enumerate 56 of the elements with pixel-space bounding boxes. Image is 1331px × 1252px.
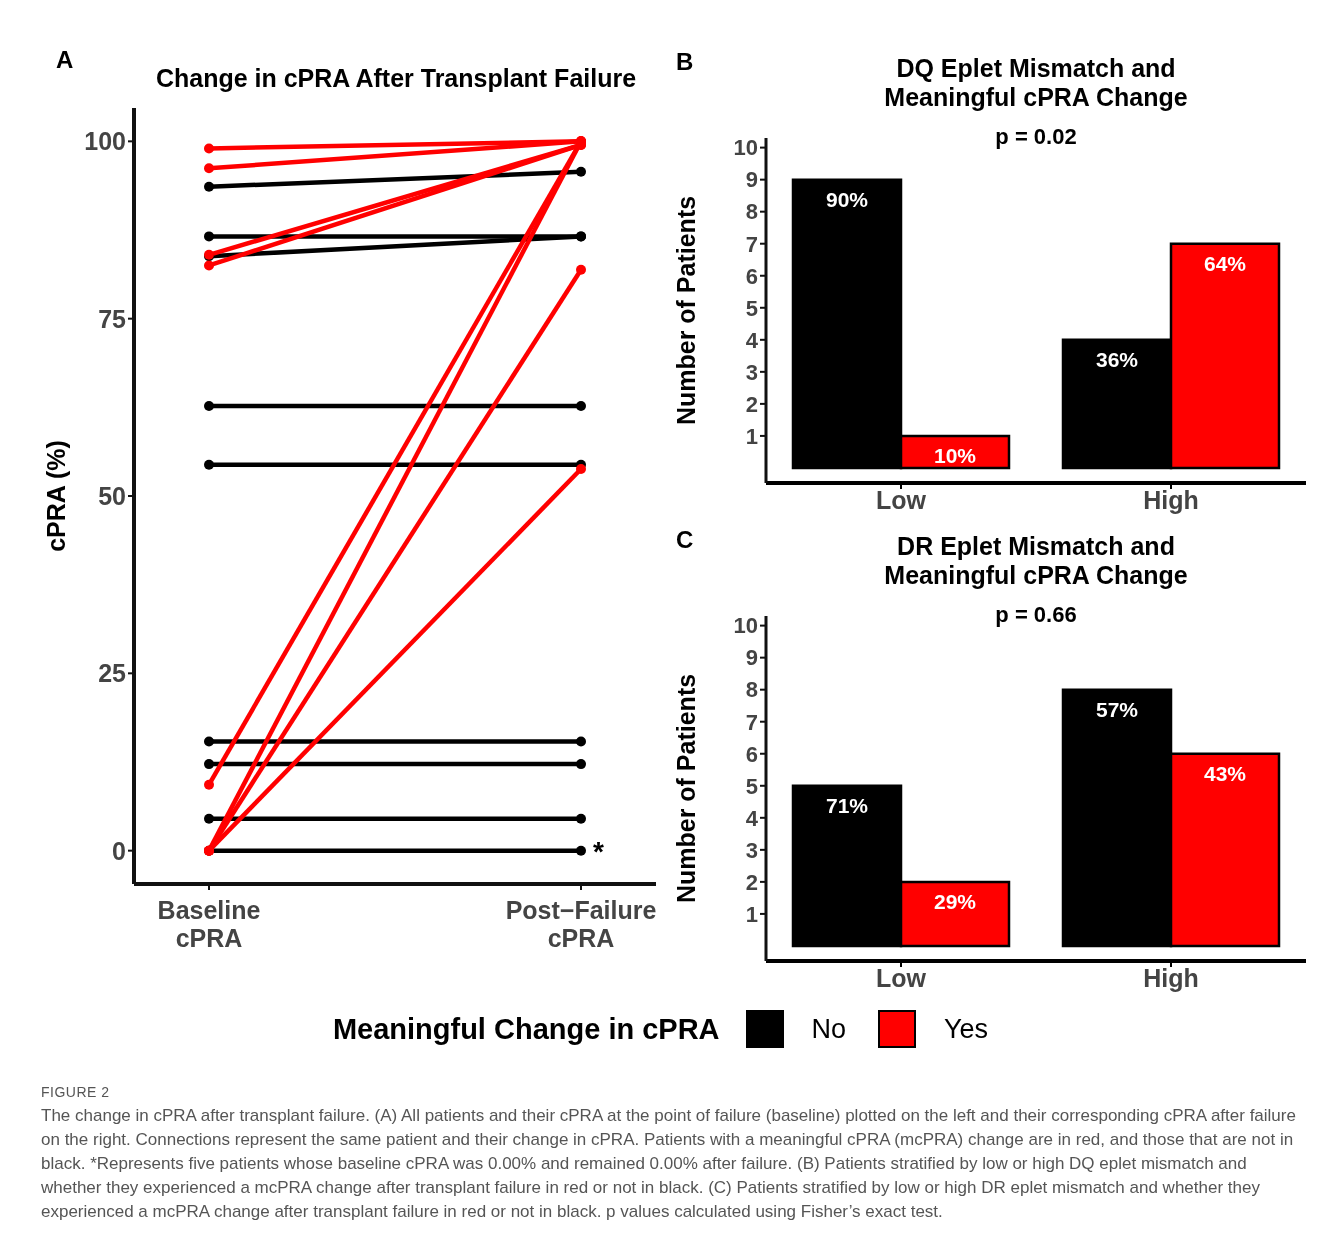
y-axis-title: cPRA (%) — [41, 440, 70, 552]
legend-label: Yes — [944, 1013, 989, 1045]
y-axis-title: Number of Patients — [671, 673, 700, 904]
y-tick-label: 10 — [733, 613, 758, 639]
annotation: 57% — [1095, 697, 1139, 721]
annotation: 64% — [1203, 251, 1247, 275]
chart-title: Change in cPRA After Transplant Failure — [154, 64, 638, 93]
chart-title: DR Eplet Mismatch and Meaningful cPRA Change — [883, 532, 1189, 590]
text: The change in cPRA after transplant failure. (A) All patients and their cPRA at the point of failure (baseline) plotted on the left and their corresponding cPRA after failure on the right. Connections represent the same patient and their change in cPRA. Patients with a meaningful cPRA (mcPRA) change are in red, and those that are not in black. *Represents five patients whose baseline cPRA was 0.00% and remained 0.00% after failure. (B) Patients stratified by low or high DQ eplet mismatch and whether they experienced a mcPRA change after transplant failure in red or not in black. (C) Patients stratified by low or high DR eplet mismatch and whether they experienced a mcPRA change after transplant failure in red or not in black. p values calculated using Fisher’s exact test. — [41, 1105, 1297, 1223]
y-tick-label: 7 — [745, 231, 758, 257]
annotation: p = 0.66 — [994, 602, 1078, 628]
x-tick-label: Post−Failure cPRA — [505, 895, 657, 953]
text: A — [56, 46, 74, 74]
y-axis-title: Number of Patients — [671, 195, 700, 426]
y-tick-label: 3 — [745, 837, 758, 863]
y-tick-label: 0 — [112, 836, 126, 865]
y-tick-label: 8 — [745, 199, 758, 225]
y-tick-label: 2 — [745, 391, 758, 417]
legend-title: Meaningful Change in cPRA — [332, 1012, 720, 1046]
y-tick-label: 75 — [98, 304, 127, 333]
y-tick-label: 8 — [745, 677, 758, 703]
y-tick-label: 50 — [98, 481, 126, 510]
y-tick-label: 25 — [98, 659, 127, 688]
x-tick-label: Low — [876, 963, 927, 992]
y-tick-label: 10 — [733, 135, 758, 161]
annotation: 43% — [1203, 761, 1247, 785]
y-tick-label: 6 — [745, 741, 758, 767]
y-tick-label: 9 — [745, 167, 758, 193]
annotation: 90% — [825, 187, 869, 211]
text: B — [676, 48, 694, 76]
x-tick-label: Baseline cPRA — [157, 895, 261, 953]
y-tick-label: 4 — [745, 805, 759, 831]
chart-title: DQ Eplet Mismatch and Meaningful cPRA Change — [883, 54, 1189, 112]
annotation: 10% — [933, 443, 977, 467]
caption: FIGURE 2 — [41, 1083, 111, 1102]
y-tick-label: 5 — [745, 295, 758, 321]
y-tick-label: 3 — [745, 359, 758, 385]
x-tick-label: High — [1143, 963, 1199, 992]
y-tick-label: 9 — [745, 645, 758, 671]
y-tick-label: 2 — [745, 869, 758, 895]
y-tick-label: 1 — [745, 901, 758, 927]
legend-label: No — [811, 1013, 847, 1045]
text: C — [676, 526, 694, 554]
x-tick-label: High — [1143, 485, 1199, 514]
annotation: * — [593, 835, 604, 867]
y-tick-label: 100 — [84, 127, 126, 156]
annotation: 71% — [825, 793, 869, 817]
annotation: p = 0.02 — [994, 124, 1078, 150]
annotation: 36% — [1095, 347, 1139, 371]
y-tick-label: 6 — [745, 263, 758, 289]
y-tick-label: 7 — [745, 709, 758, 735]
y-tick-label: 5 — [745, 773, 758, 799]
x-tick-label: Low — [876, 485, 927, 514]
y-tick-label: 4 — [745, 327, 759, 353]
y-tick-label: 1 — [745, 423, 758, 449]
annotation: 29% — [933, 889, 977, 913]
